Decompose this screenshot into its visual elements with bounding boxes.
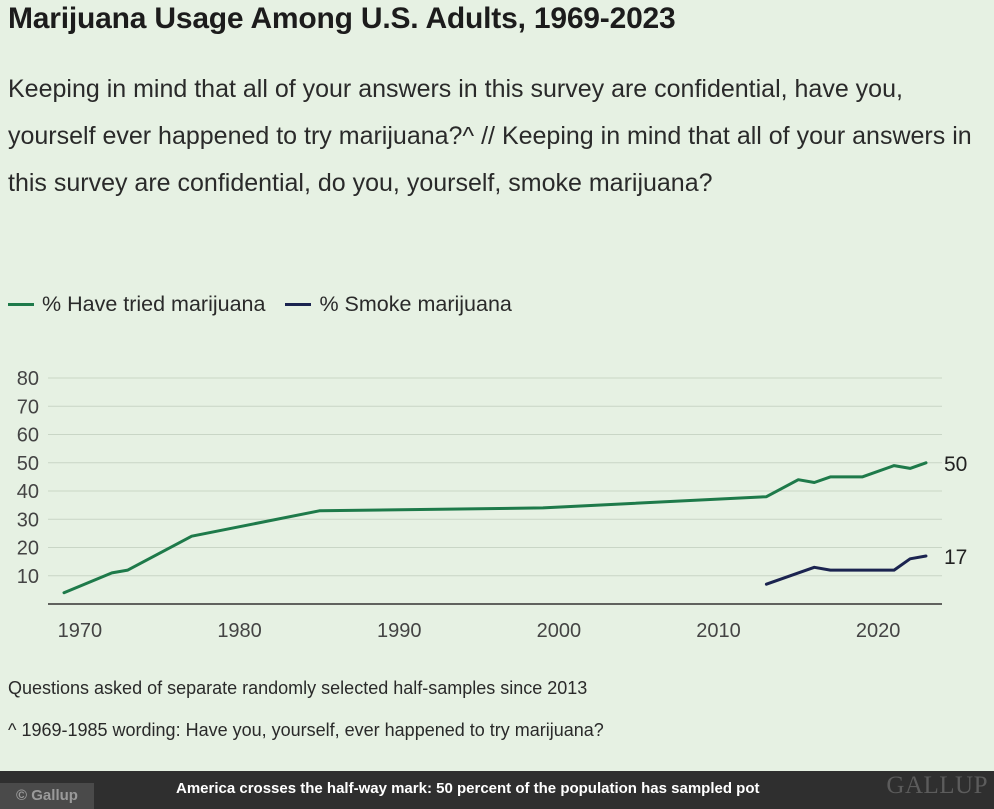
caption-bar: [0, 771, 994, 809]
x-tick-label: 2000: [537, 620, 582, 642]
y-tick-label: 70: [17, 396, 39, 418]
y-tick-label: 60: [17, 425, 39, 447]
y-tick-label: 20: [17, 538, 39, 560]
legend-swatch-smoke: [285, 303, 312, 306]
legend-label-smoke: % Smoke marijuana: [319, 292, 512, 316]
y-tick-label: 80: [17, 368, 39, 390]
chart-subtitle: Keeping in mind that all of your answers…: [8, 75, 972, 197]
photo-credit: © Gallup: [0, 783, 94, 809]
image-caption: America crosses the half-way mark: 50 pe…: [176, 780, 760, 797]
y-tick-label: 10: [17, 566, 39, 588]
end-label-smoke: 17: [944, 546, 967, 569]
end-label-tried: 50: [944, 453, 967, 476]
series-line-smoke: [764, 554, 928, 586]
legend-item-smoke: % Smoke marijuana: [285, 292, 512, 317]
y-tick-label: 30: [17, 509, 39, 531]
legend: % Have tried marijuana % Smoke marijuana: [8, 292, 532, 317]
legend-item-tried: % Have tried marijuana: [8, 292, 265, 317]
x-tick-label: 1970: [58, 620, 103, 642]
legend-label-tried: % Have tried marijuana: [42, 292, 266, 316]
chart-note-wording: ^ 1969-1985 wording: Have you, yourself,…: [8, 720, 604, 740]
chart-title: Marijuana Usage Among U.S. Adults, 1969-…: [8, 2, 676, 35]
x-tick-label: 1990: [377, 620, 422, 642]
y-tick-label: 40: [17, 481, 39, 503]
x-tick-label: 2010: [696, 620, 741, 642]
gallup-logo: GALLUP: [886, 772, 988, 799]
x-tick-label: 1980: [217, 620, 262, 642]
x-tick-label: 2020: [856, 620, 901, 642]
y-tick-label: 50: [17, 453, 39, 475]
chart-note-samples: Questions asked of separate randomly sel…: [8, 678, 588, 698]
line-chart: 10 20 30 40 50 60 70 80 1970 1980 1990 2000 2010 2020…: [17, 368, 968, 642]
legend-swatch-tried: [8, 303, 34, 306]
series-line-tried: [62, 461, 928, 595]
